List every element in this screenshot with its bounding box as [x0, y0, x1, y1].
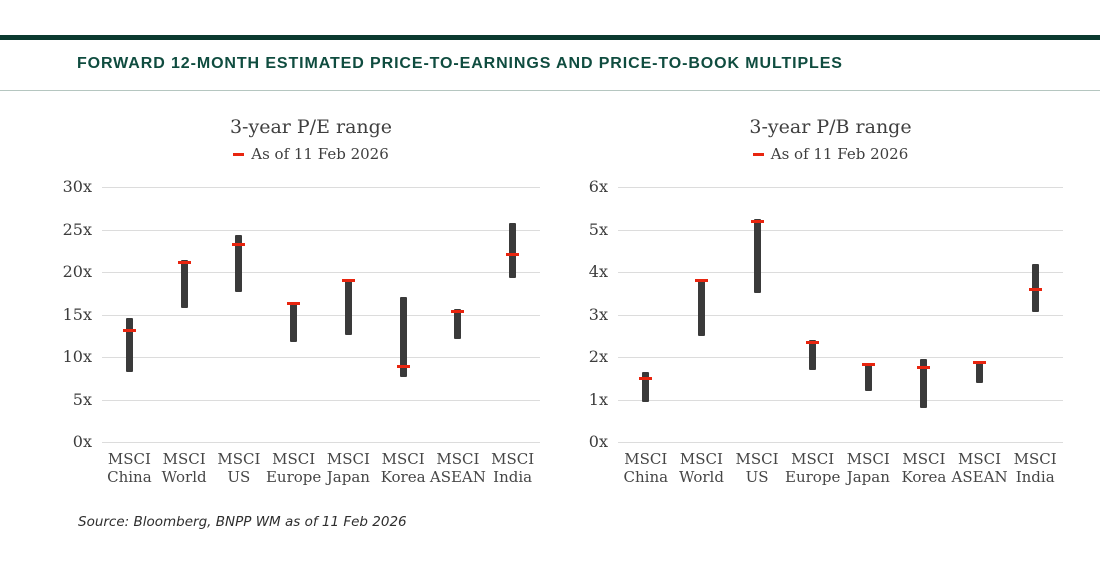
gridline [102, 314, 540, 316]
y-axis-tick: 4x [588, 262, 608, 281]
gridline [618, 399, 1063, 401]
range-bar [125, 317, 133, 373]
y-axis-tick: 0x [588, 432, 608, 451]
y-axis-tick: 25x [62, 219, 92, 239]
current-marker [232, 243, 246, 247]
range-bar [642, 371, 650, 402]
y-axis-tick: 5x [588, 219, 608, 239]
gridline [102, 187, 540, 188]
current-marker [396, 364, 410, 368]
current-marker [341, 279, 355, 282]
range-bar [180, 260, 188, 308]
current-marker [750, 219, 764, 223]
y-axis-tick: 30x [62, 177, 92, 196]
legend-label: As of 11 Feb 2026 [251, 145, 389, 163]
range-bar [509, 222, 517, 278]
x-axis-label: MSCI World [678, 450, 724, 486]
current-marker [639, 376, 653, 380]
x-axis-label: MSCI Europe [265, 450, 322, 486]
pb-chart-title: 3-year P/B range [749, 116, 912, 138]
current-marker [694, 279, 708, 282]
top-accent-rule [0, 35, 1100, 40]
x-axis-label: MSCI China [623, 450, 669, 486]
gridline [618, 442, 1063, 443]
range-bar [809, 340, 817, 370]
pe-chart-plot-area: 0x 5x 10x 15x 20x 25x 30x MSCI China MSCI World MSC… [63, 177, 540, 486]
pe-chart-header: 3-year P/E range As of 11 Feb 2026 [92, 116, 530, 163]
gridline [618, 187, 1063, 188]
range-bar [697, 280, 705, 336]
y-axis-tick: 15x [62, 304, 92, 324]
y-axis-tick: 0x [72, 432, 92, 451]
x-axis-label: MSCI World [161, 450, 207, 486]
range-bar [864, 363, 872, 391]
current-marker [806, 340, 820, 344]
current-marker [973, 360, 987, 364]
y-axis-tick: 10x [62, 347, 92, 366]
x-axis-label: MSCI US [217, 450, 261, 486]
range-bar [290, 301, 298, 342]
x-axis-label: MSCI India [1013, 450, 1057, 486]
x-axis-label: MSCI China [107, 450, 152, 486]
current-marker [177, 261, 191, 265]
range-bar [235, 235, 243, 292]
pe-chart-legend: As of 11 Feb 2026 [92, 145, 530, 163]
y-axis-tick: 6x [588, 177, 608, 196]
pb-chart-plot-area: 0x 1x 2x 3x 4x 5x 6x MSCI China MSCI World MSCI US MS… [589, 177, 1063, 486]
x-axis-label: MSCI Japan [846, 450, 890, 486]
y-axis-tick: 1x [588, 389, 608, 409]
gridline [102, 399, 540, 401]
y-axis-tick: 5x [72, 389, 92, 409]
range-bar [454, 309, 462, 340]
range-bar [920, 359, 928, 408]
gridline [102, 442, 540, 443]
gridline [102, 229, 540, 231]
x-axis-label: MSCI ASEAN [951, 450, 1008, 486]
current-marker [506, 252, 520, 256]
gridline [618, 272, 1063, 273]
range-bar [753, 218, 761, 294]
gridline [102, 272, 540, 273]
pb-chart-header: 3-year P/B range As of 11 Feb 2026 [608, 116, 1053, 163]
current-marker [917, 366, 931, 370]
current-marker [451, 309, 465, 313]
page-title: FORWARD 12-MONTH ESTIMATED PRICE-TO-EARN… [77, 55, 843, 72]
range-bar [976, 361, 984, 383]
gridline [102, 357, 540, 358]
legend-dash-icon [233, 152, 245, 156]
legend-label: As of 11 Feb 2026 [770, 145, 909, 163]
current-marker [122, 329, 136, 333]
x-axis-label: MSCI Korea [380, 450, 426, 486]
gridline [618, 357, 1063, 358]
range-bar [399, 296, 407, 377]
y-axis-tick: 20x [62, 262, 92, 281]
pb-chart-legend: As of 11 Feb 2026 [608, 145, 1053, 163]
x-axis-label: MSCI ASEAN [429, 450, 486, 486]
y-axis-tick: 3x [588, 304, 608, 324]
x-axis-label: MSCI Japan [326, 450, 370, 486]
pe-chart-title: 3-year P/E range [229, 116, 393, 138]
source-note: Source: Bloomberg, BNPP WM as of 11 Feb … [78, 514, 407, 530]
current-marker [287, 301, 301, 305]
current-marker [1028, 287, 1042, 291]
legend-dash-icon [752, 152, 764, 156]
header-divider [0, 90, 1100, 91]
range-bar [344, 278, 352, 335]
x-axis-label: MSCI US [735, 450, 779, 486]
y-axis-tick: 2x [588, 347, 608, 366]
gridline [618, 314, 1063, 316]
x-axis-label: MSCI Europe [785, 450, 841, 486]
current-marker [861, 363, 875, 367]
x-axis-label: MSCI India [491, 450, 535, 486]
x-axis-label: MSCI Korea [901, 450, 947, 486]
gridline [618, 229, 1063, 231]
